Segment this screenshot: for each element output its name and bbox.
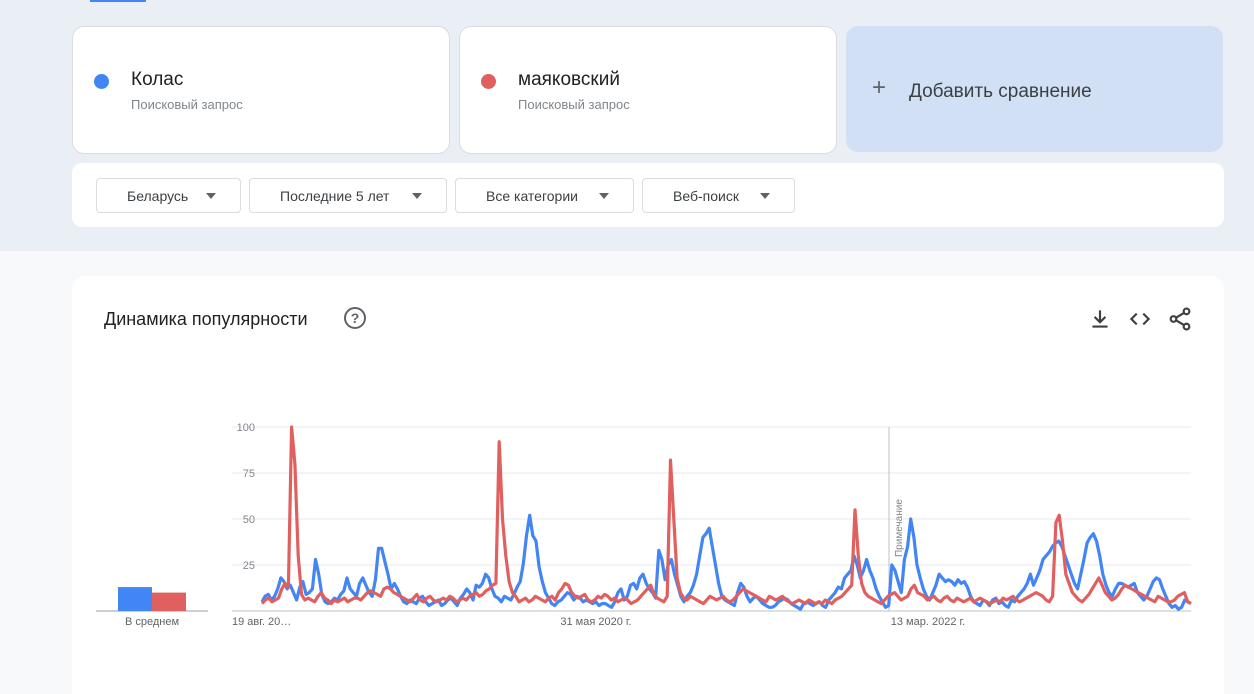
top-tab-indicator <box>90 0 146 2</box>
interest-over-time-card: Динамика популярности ? <box>72 276 1224 694</box>
category-dropdown[interactable]: Все категории <box>455 178 634 213</box>
region-dropdown[interactable]: Беларусь <box>96 178 241 213</box>
dropdown-caret-icon <box>206 193 216 199</box>
term-name: Колас <box>131 69 184 90</box>
search-type-dropdown[interactable]: Веб-поиск <box>642 178 795 213</box>
dropdown-caret-icon <box>599 193 609 199</box>
term-name: маяковский <box>518 69 620 90</box>
term-card-mayakovsky[interactable]: маяковский Поисковый запрос <box>459 26 837 154</box>
filter-bar: Беларусь Последние 5 лет Все категории В… <box>72 163 1224 227</box>
share-icon[interactable] <box>1167 306 1193 332</box>
series-color-dot <box>481 74 496 89</box>
add-comparison-button[interactable]: + Добавить сравнение <box>846 26 1223 152</box>
category-value: Все категории <box>486 187 578 204</box>
download-icon[interactable] <box>1087 306 1113 332</box>
series-color-dot <box>94 74 109 89</box>
chart-title: Динамика популярности <box>104 309 308 329</box>
add-comparison-label: Добавить сравнение <box>909 81 1092 102</box>
period-dropdown[interactable]: Последние 5 лет <box>249 178 447 213</box>
question-circle-icon[interactable]: ? <box>344 307 366 329</box>
plus-icon: + <box>872 74 887 101</box>
term-card-kolas[interactable]: Колас Поисковый запрос <box>72 26 450 154</box>
embed-code-icon[interactable] <box>1127 306 1153 332</box>
dropdown-caret-icon <box>412 193 422 199</box>
term-type-label: Поисковый запрос <box>518 97 630 112</box>
dropdown-caret-icon <box>760 193 770 199</box>
search-type-value: Веб-поиск <box>673 187 739 204</box>
term-type-label: Поисковый запрос <box>131 97 243 112</box>
period-value: Последние 5 лет <box>280 187 390 204</box>
region-value: Беларусь <box>127 187 189 204</box>
